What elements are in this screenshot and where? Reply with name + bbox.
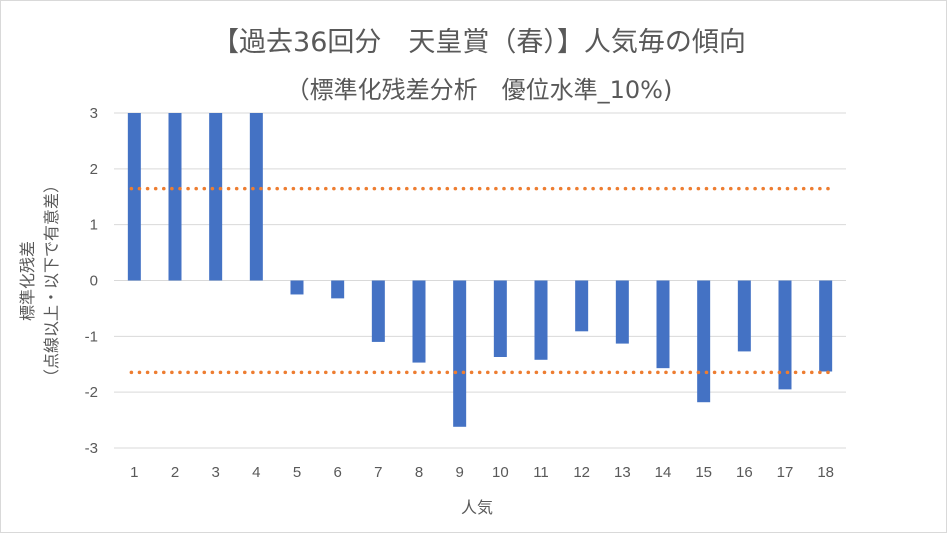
bar-series — [127, 113, 833, 427]
bar — [168, 113, 182, 281]
bar — [737, 280, 751, 352]
x-tick-label: 12 — [573, 464, 590, 481]
bar — [493, 280, 507, 357]
bar — [209, 113, 223, 281]
x-tick-label: 6 — [333, 464, 341, 481]
y-tick-label: -3 — [85, 440, 98, 457]
x-tick-label: 10 — [492, 464, 509, 481]
x-tick-label: 7 — [374, 464, 382, 481]
x-tick-label: 9 — [455, 464, 463, 481]
x-tick-label: 1 — [130, 464, 138, 481]
bar — [127, 113, 141, 281]
y-axis-ticks: -3 -2 -1 0 1 2 3 — [85, 105, 98, 457]
x-tick-label: 5 — [293, 464, 301, 481]
x-tick-label: 18 — [817, 464, 834, 481]
x-tick-label: 4 — [252, 464, 260, 481]
x-axis-title: 人気 — [461, 498, 493, 517]
y-tick-label: 2 — [90, 161, 98, 178]
bar — [331, 280, 345, 299]
y-axis-title-note: （点線以上・以下で有意差） — [42, 177, 61, 385]
bar — [453, 280, 467, 427]
chart-subtitle: （標準化残差分析 優位水準_10%) — [286, 76, 673, 104]
y-axis-title-group: 標準化残差 （点線以上・以下で有意差） — [18, 177, 61, 385]
y-tick-label: -2 — [85, 384, 98, 401]
bar — [371, 280, 385, 342]
bar — [615, 280, 629, 344]
x-tick-label: 16 — [736, 464, 753, 481]
bar — [249, 113, 263, 281]
chart-title: 【過去36回分 天皇賞（春）】人気毎の傾向 — [212, 27, 746, 58]
bar — [412, 280, 426, 363]
x-tick-label: 15 — [695, 464, 712, 481]
gridlines — [114, 112, 846, 449]
y-tick-label: -1 — [85, 328, 98, 345]
y-tick-label: 3 — [90, 105, 98, 122]
bar — [534, 280, 548, 360]
x-tick-label: 13 — [614, 464, 631, 481]
x-tick-label: 14 — [655, 464, 672, 481]
x-tick-label: 17 — [777, 464, 794, 481]
y-tick-label: 0 — [90, 273, 98, 290]
y-tick-label: 1 — [90, 217, 98, 234]
bar — [819, 280, 833, 372]
x-tick-label: 11 — [533, 464, 549, 481]
bar — [290, 280, 304, 295]
bar — [656, 280, 670, 369]
x-axis-ticks: 1 2 3 4 5 6 7 8 9 10 11 12 13 14 15 16 17 18 — [130, 464, 834, 481]
x-tick-label: 3 — [211, 464, 219, 481]
threshold-lines — [129, 186, 831, 375]
x-tick-label: 2 — [171, 464, 179, 481]
bar — [778, 280, 792, 390]
bar — [697, 280, 711, 403]
x-tick-label: 8 — [415, 464, 423, 481]
y-axis-title: 標準化残差 — [18, 241, 37, 321]
bar — [575, 280, 589, 332]
